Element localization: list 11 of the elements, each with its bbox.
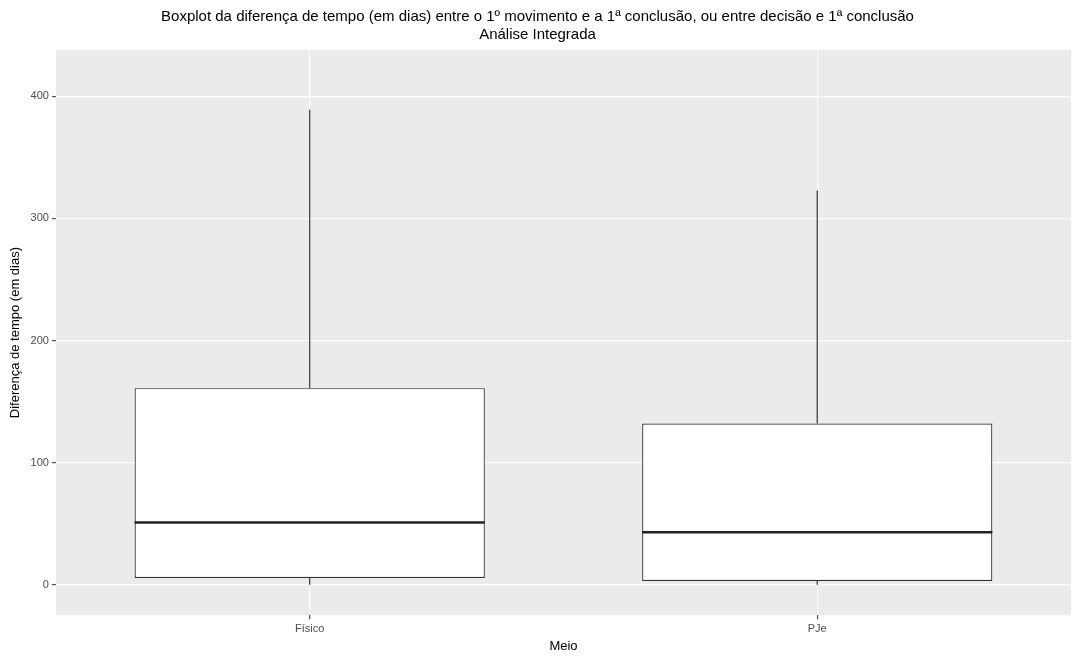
x-axis-title: Meio [549, 637, 578, 653]
y-tick-label: 100 [30, 455, 49, 468]
x-tick-label: Físico [295, 621, 325, 634]
chart-title: Boxplot da diferença de tempo (em dias) entre o 1º movimento e a 1ª conclusão, ou entre decisão e 1ª conclusão [161, 7, 914, 25]
y-tick-label: 400 [30, 89, 49, 102]
y-tick-label: 0 [42, 577, 49, 590]
y-tick-label: 300 [30, 211, 49, 224]
y-tick-label: 200 [30, 333, 49, 346]
chart-subtitle: Análise Integrada [479, 25, 597, 43]
x-tick-label: PJe [807, 621, 827, 634]
y-axis-title: Diferença de tempo (em dias) [7, 246, 23, 419]
